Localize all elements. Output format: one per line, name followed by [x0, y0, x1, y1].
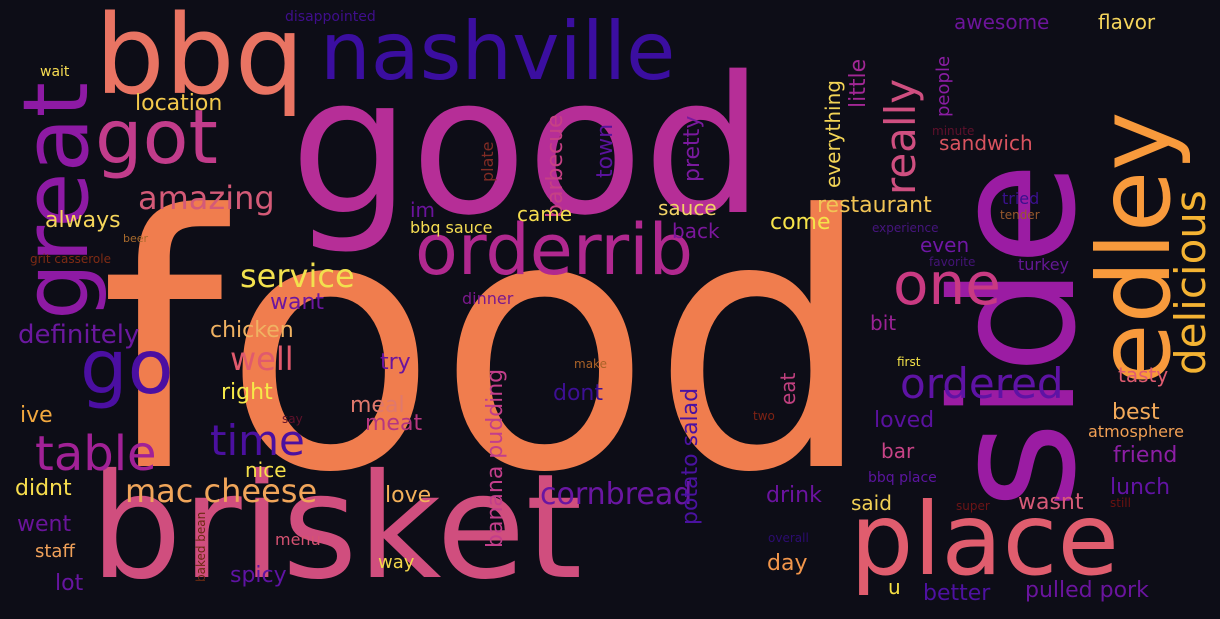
cloud-word: sauce [658, 196, 717, 220]
cloud-word: good [290, 36, 764, 257]
cloud-word: come [770, 210, 831, 235]
cloud-word: experience [872, 221, 939, 235]
cloud-word: ive [20, 403, 53, 428]
cloud-word: overall [768, 531, 809, 545]
cloud-word: meal [350, 393, 405, 418]
cloud-word: service [240, 257, 355, 295]
cloud-word: wait [40, 64, 70, 80]
cloud-word: banana pudding [483, 368, 508, 548]
cloud-word: table [35, 426, 157, 482]
cloud-word: chicken [210, 318, 294, 343]
cloud-word: love [385, 483, 432, 508]
cloud-word: one [893, 250, 1001, 318]
cloud-word: bbq [95, 0, 305, 119]
cloud-word: sandwich [939, 131, 1033, 155]
cloud-word: drink [766, 483, 822, 508]
cloud-word: way [378, 552, 415, 573]
cloud-word: day [767, 551, 808, 576]
cloud-word: friend [1113, 443, 1178, 468]
cloud-word: bar [881, 439, 915, 463]
cloud-word: disappointed [285, 9, 376, 25]
cloud-word: say [282, 412, 303, 426]
cloud-word: spicy [230, 563, 287, 588]
cloud-word: super [956, 499, 990, 513]
cloud-word: best [1112, 400, 1160, 425]
cloud-word: said [851, 491, 892, 515]
cloud-word: potato salad [678, 387, 703, 525]
cloud-word: dinner [462, 289, 514, 308]
cloud-word: pulled pork [1025, 578, 1149, 603]
cloud-word: u [888, 575, 901, 599]
cloud-word: lunch [1110, 475, 1171, 500]
cloud-word: first [897, 355, 921, 369]
cloud-word: want [270, 290, 325, 315]
cloud-word: beer [123, 232, 149, 245]
cloud-word: great [4, 82, 109, 320]
cloud-word: nashville [320, 5, 676, 98]
cloud-word: location [135, 91, 223, 116]
cloud-word: back [672, 219, 720, 243]
cloud-word: plate [478, 141, 497, 182]
cloud-word: everything [821, 80, 845, 188]
cloud-word: wasnt [1018, 490, 1084, 515]
cloud-word: even [920, 233, 970, 257]
cloud-word: really [876, 78, 925, 195]
cloud-word: pretty [680, 115, 705, 182]
cloud-word: nice [245, 458, 287, 482]
cloud-word: got [95, 93, 218, 181]
cloud-word: amazing [138, 179, 275, 217]
cloud-word: ordered [900, 359, 1064, 408]
cloud-word: better [923, 581, 991, 606]
cloud-word: delicious [1166, 190, 1215, 375]
cloud-word: meat [365, 411, 423, 436]
cloud-word: tried [1002, 189, 1040, 208]
cloud-word: right [221, 380, 273, 405]
cloud-word: time [210, 416, 305, 465]
cloud-word: cornbread [540, 477, 693, 512]
cloud-word: minute [932, 124, 975, 138]
cloud-word: restaurant [817, 193, 932, 218]
cloud-word: orderrib [415, 209, 694, 291]
cloud-word: dont [553, 381, 603, 406]
cloud-word: always [45, 208, 121, 233]
cloud-word: two [753, 409, 775, 423]
cloud-word: turkey [1018, 255, 1069, 274]
cloud-word: definitely [18, 320, 140, 350]
cloud-word: didnt [15, 476, 72, 501]
cloud-word: well [230, 340, 294, 378]
cloud-word: bbq place [868, 470, 937, 486]
cloud-word: still [1110, 496, 1131, 510]
cloud-word: atmosphere [1088, 422, 1184, 441]
cloud-word: menu [275, 530, 321, 549]
cloud-word: place [850, 481, 1120, 598]
cloud-word: went [17, 512, 72, 537]
cloud-word: im [410, 198, 436, 222]
cloud-word: flavor [1098, 10, 1156, 34]
cloud-word: loved [874, 408, 935, 433]
cloud-word: tasty [1118, 363, 1169, 387]
cloud-word: grit casserole [30, 252, 111, 266]
cloud-word: make [574, 357, 607, 371]
cloud-word: mac cheese [125, 472, 318, 510]
cloud-word: brisket [90, 443, 583, 612]
cloud-word: favorite [929, 255, 976, 269]
cloud-word: bit [870, 311, 897, 335]
cloud-word: staff [35, 541, 75, 562]
cloud-word: baked bean [194, 511, 208, 582]
cloud-word: people [933, 55, 954, 117]
cloud-word: tender [1000, 208, 1040, 222]
cloud-word: go [80, 323, 174, 411]
cloud-word: try [380, 350, 411, 375]
cloud-word: bbq sauce [410, 218, 493, 237]
cloud-word: little [846, 58, 871, 108]
cloud-word: lot [55, 571, 84, 596]
cloud-word: food [100, 141, 874, 549]
cloud-word: awesome [954, 10, 1050, 34]
cloud-word: eat [776, 372, 800, 405]
cloud-word: town [593, 123, 618, 178]
cloud-word: came [517, 202, 573, 226]
